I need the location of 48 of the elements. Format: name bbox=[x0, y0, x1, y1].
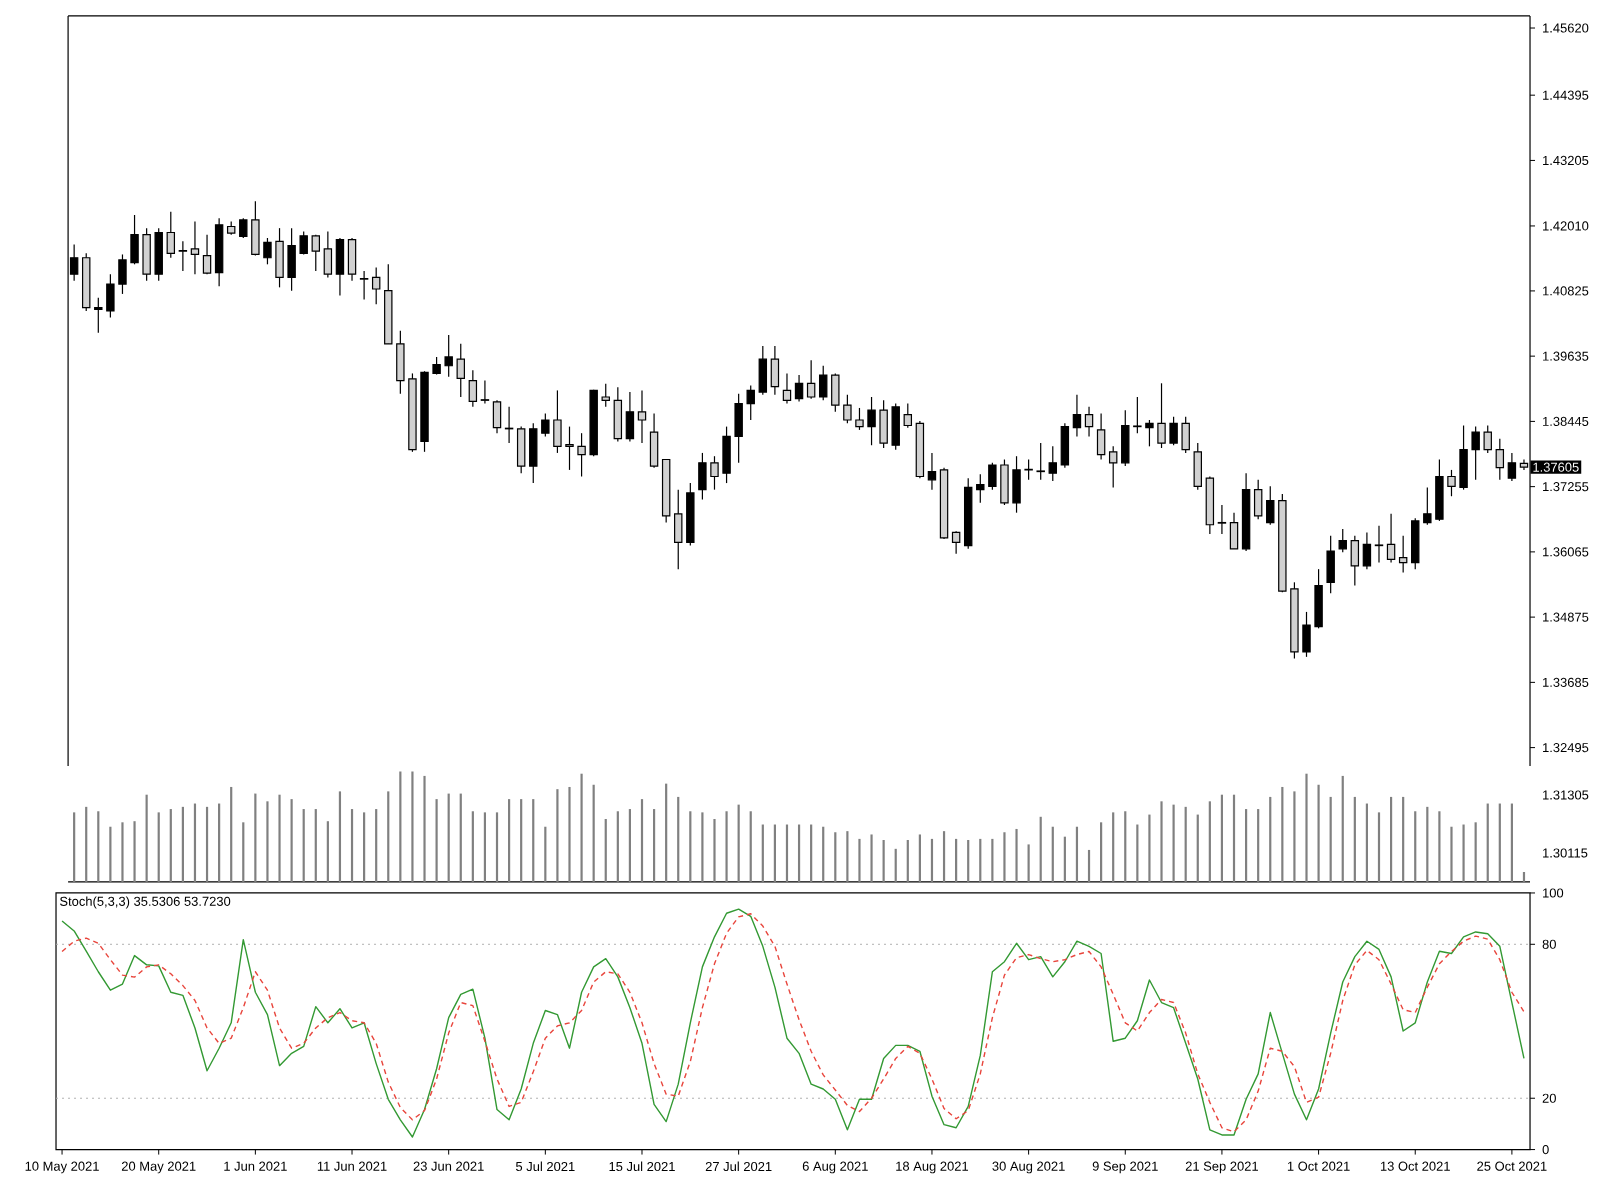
candlestick bbox=[492, 399, 502, 434]
candlestick bbox=[166, 211, 176, 259]
candlestick bbox=[1253, 479, 1263, 520]
candlestick bbox=[1350, 535, 1360, 587]
candlestick bbox=[1108, 445, 1118, 489]
candlestick bbox=[1495, 438, 1505, 481]
candlestick bbox=[758, 345, 768, 396]
candlestick bbox=[637, 389, 647, 444]
candlestick bbox=[202, 234, 212, 275]
candlestick bbox=[1060, 422, 1070, 469]
candlestick bbox=[1362, 531, 1372, 570]
candlestick bbox=[903, 402, 913, 429]
candlestick bbox=[480, 379, 490, 405]
candlestick bbox=[214, 217, 224, 287]
candlestick bbox=[794, 374, 804, 402]
candlestick bbox=[335, 237, 345, 297]
candlestick bbox=[1374, 525, 1384, 564]
candlestick bbox=[819, 365, 828, 401]
candlestick bbox=[1398, 535, 1408, 574]
candlestick bbox=[1217, 504, 1227, 535]
candlestick bbox=[371, 267, 381, 305]
candlestick bbox=[311, 234, 321, 272]
candlestick bbox=[1205, 475, 1215, 535]
candlestick bbox=[1507, 452, 1517, 482]
candlestick bbox=[347, 237, 357, 282]
candlestick bbox=[625, 391, 635, 442]
candlestick bbox=[190, 220, 200, 275]
candlestick bbox=[1096, 412, 1106, 461]
candlestick bbox=[770, 345, 780, 396]
candlestick bbox=[1193, 442, 1202, 491]
candlestick bbox=[806, 359, 816, 400]
candlestick bbox=[1326, 535, 1335, 594]
candlestick bbox=[782, 372, 792, 405]
candlestick bbox=[1072, 394, 1082, 438]
candlestick bbox=[178, 240, 188, 272]
candlestick bbox=[516, 426, 526, 474]
candlestick bbox=[1084, 406, 1094, 438]
candlestick bbox=[1048, 445, 1058, 482]
candlestick bbox=[1386, 513, 1396, 564]
candlestick bbox=[927, 452, 937, 491]
candlestick bbox=[649, 412, 659, 469]
candlestick bbox=[323, 230, 333, 279]
candlestick bbox=[951, 530, 961, 555]
candlestick bbox=[613, 386, 623, 442]
candlestick bbox=[1229, 512, 1239, 550]
candlestick bbox=[468, 369, 478, 408]
candlestick bbox=[1338, 528, 1347, 553]
candlestick bbox=[359, 270, 369, 301]
